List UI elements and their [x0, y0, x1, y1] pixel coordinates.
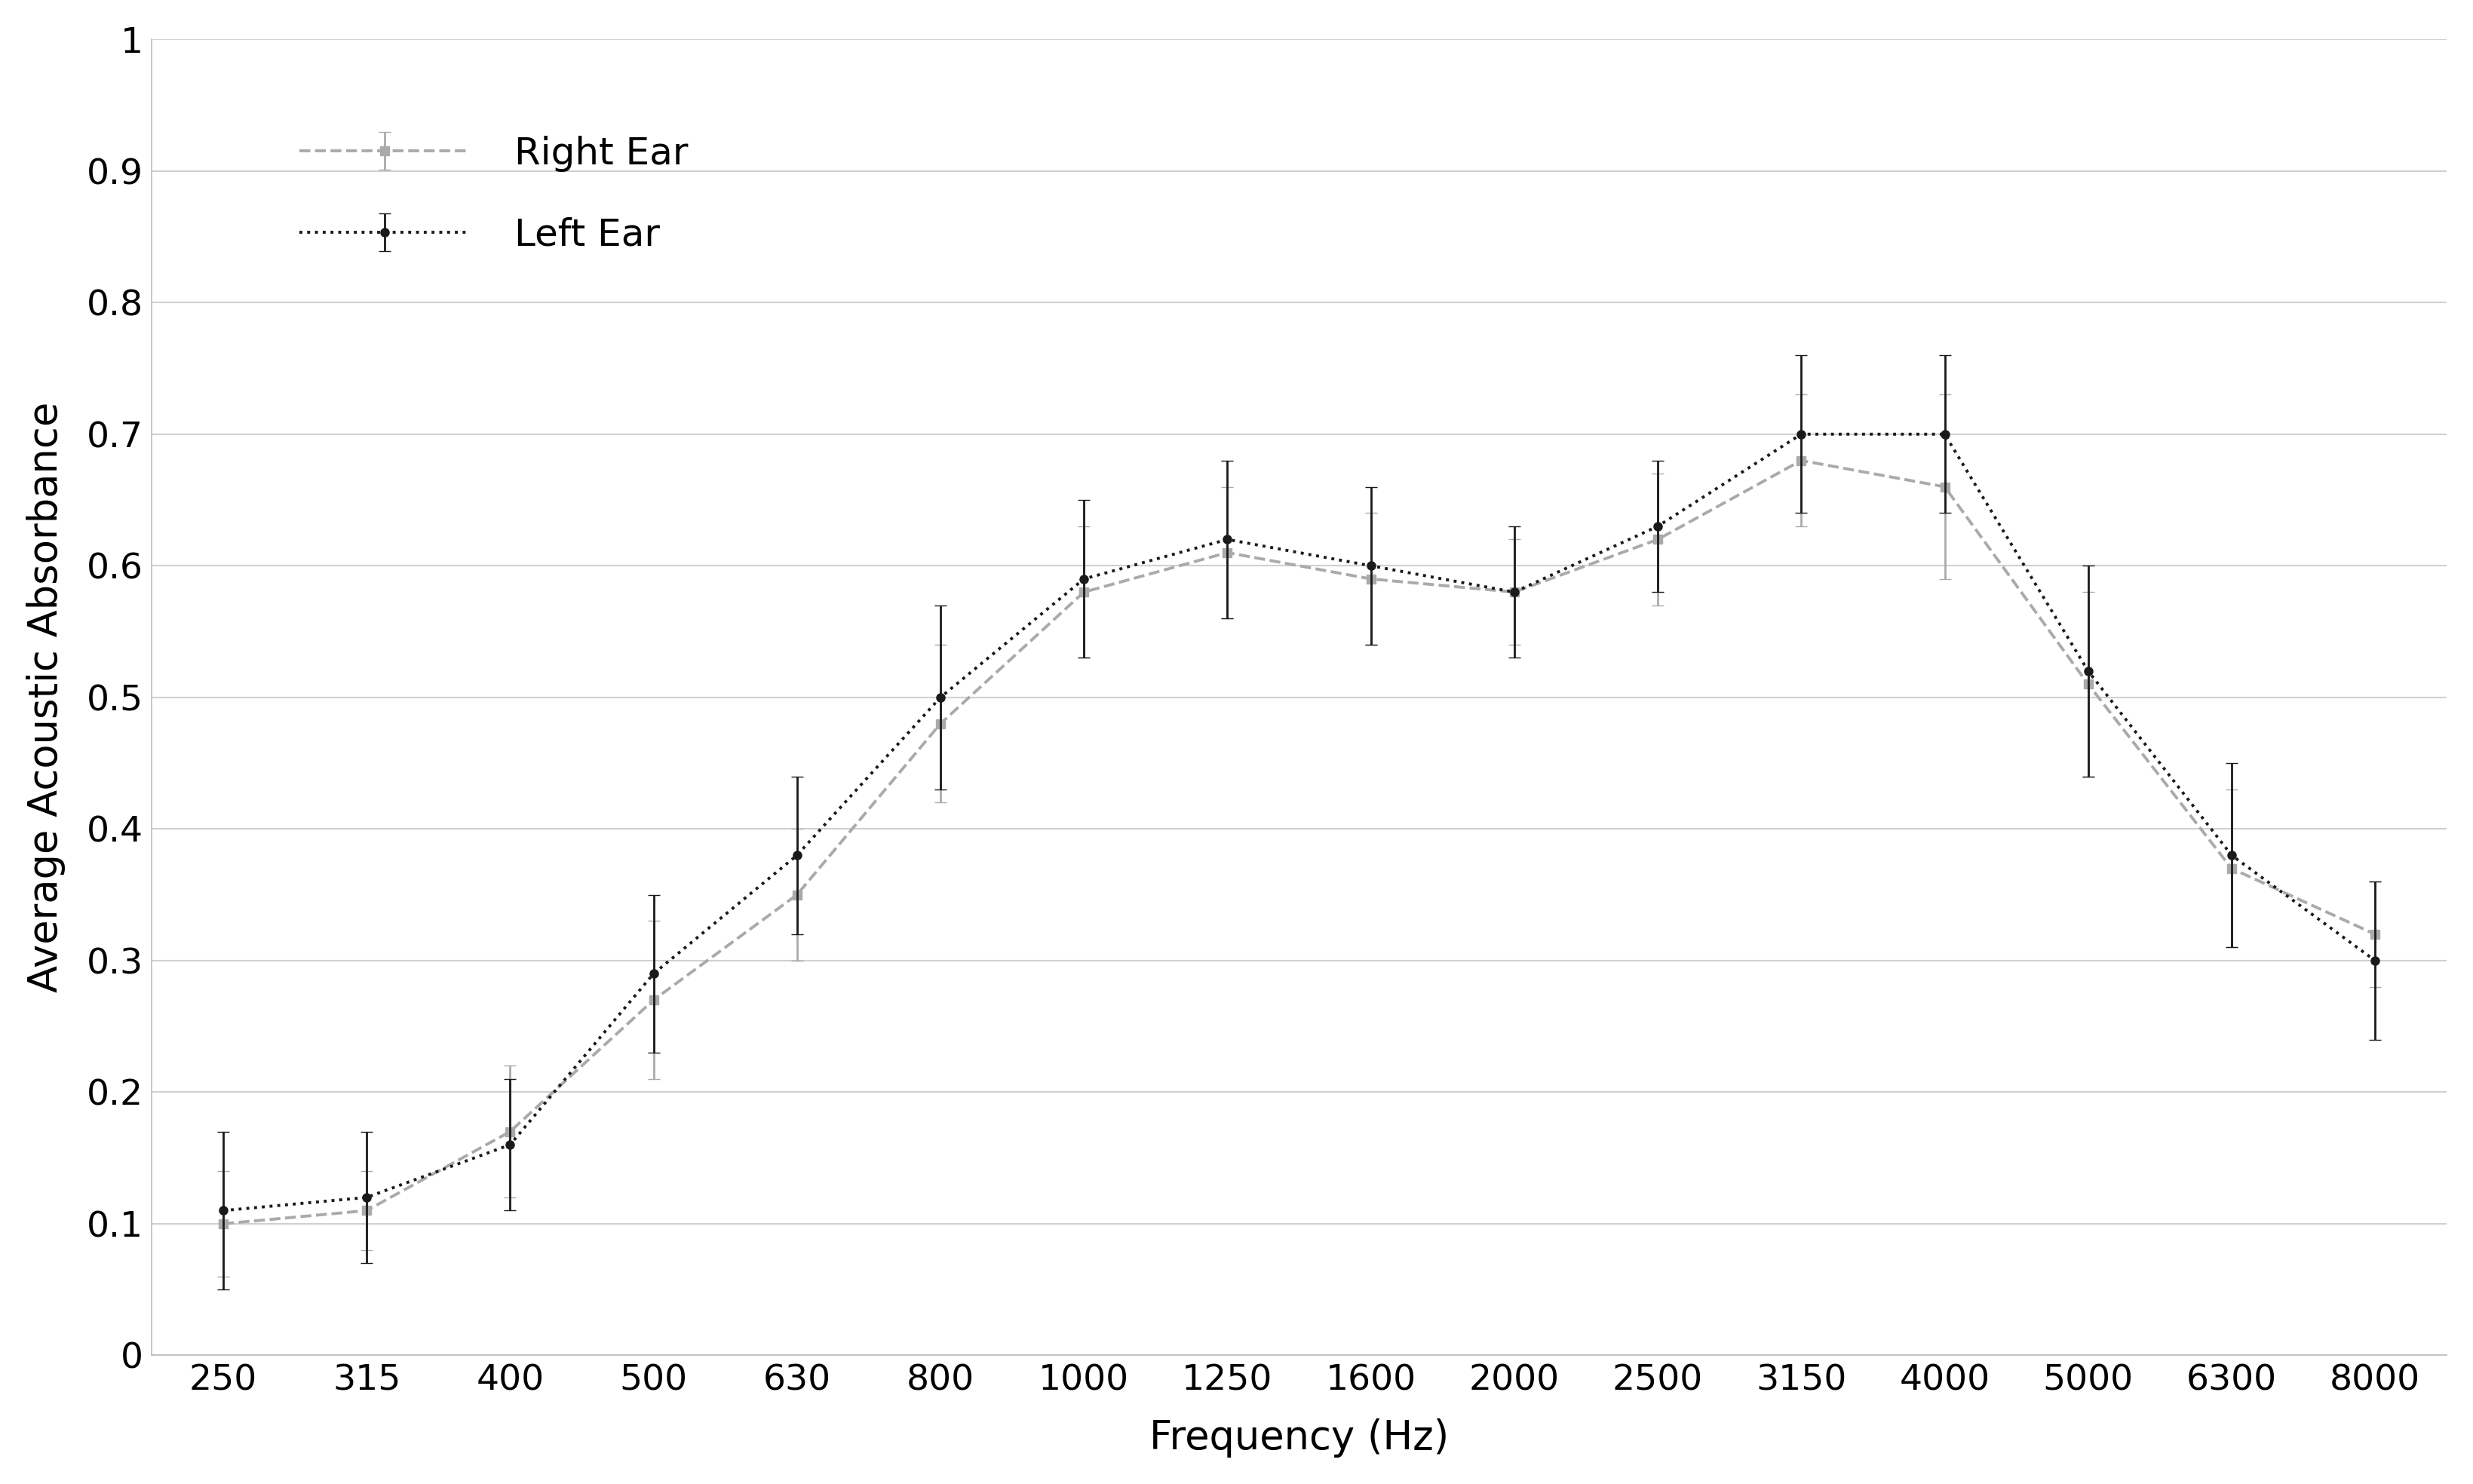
Y-axis label: Average Acoustic Absorbance: Average Acoustic Absorbance	[27, 402, 64, 993]
X-axis label: Frequency (Hz): Frequency (Hz)	[1150, 1419, 1449, 1457]
Legend: Right Ear, Left Ear: Right Ear, Left Ear	[262, 98, 727, 291]
